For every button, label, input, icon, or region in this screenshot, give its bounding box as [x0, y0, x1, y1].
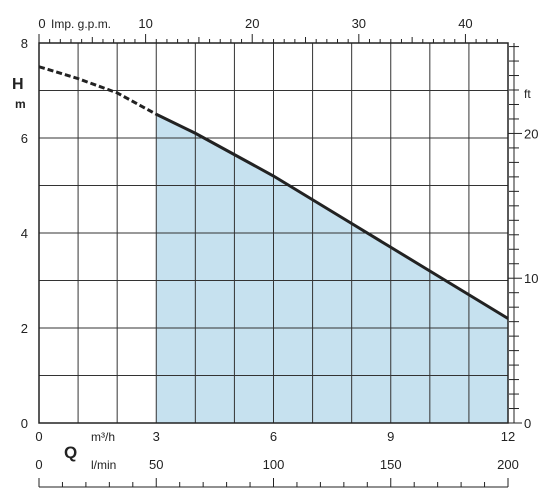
pump-curve-dashed — [38, 65, 157, 116]
x-axis-unit: m³/h — [91, 430, 115, 444]
pump-curve-solid — [155, 112, 509, 320]
operating-range-area — [156, 114, 508, 423]
y-tick-label: 8 — [21, 36, 28, 51]
y2-tick-label: 20 — [524, 126, 538, 141]
x3-axis-unit: l/min — [91, 458, 116, 472]
x2-tick-label: 10 — [138, 16, 152, 31]
x3-tick-label: 100 — [263, 457, 285, 472]
x-tick-label: 3 — [153, 429, 160, 444]
y-axis-unit: m — [15, 97, 26, 111]
x2-tick-label: 0 — [38, 16, 45, 31]
x2-axis-unit: Imp. g.p.m. — [51, 17, 111, 31]
x2-tick-label: 20 — [245, 16, 259, 31]
y-tick-label: 2 — [21, 321, 28, 336]
x-tick-label: 0 — [35, 429, 42, 444]
x3-tick-label: 0 — [35, 457, 42, 472]
y2-tick-label: 10 — [524, 271, 538, 286]
y-axis-label: H — [12, 76, 24, 93]
x2-tick-label: 40 — [458, 16, 472, 31]
y-tick-label: 6 — [21, 131, 28, 146]
x3-tick-label: 200 — [497, 457, 519, 472]
x-tick-label: 12 — [501, 429, 515, 444]
x-tick-label: 9 — [387, 429, 394, 444]
x3-tick-label: 150 — [380, 457, 402, 472]
y2-axis-unit: ft — [524, 87, 531, 101]
y-tick-label: 4 — [21, 226, 28, 241]
x3-tick-label: 50 — [149, 457, 163, 472]
y-tick-label: 0 — [21, 416, 28, 431]
x-tick-label: 6 — [270, 429, 277, 444]
x-axis-label: Q — [64, 443, 77, 462]
y2-tick-label: 0 — [524, 416, 531, 431]
x2-tick-label: 30 — [352, 16, 366, 31]
